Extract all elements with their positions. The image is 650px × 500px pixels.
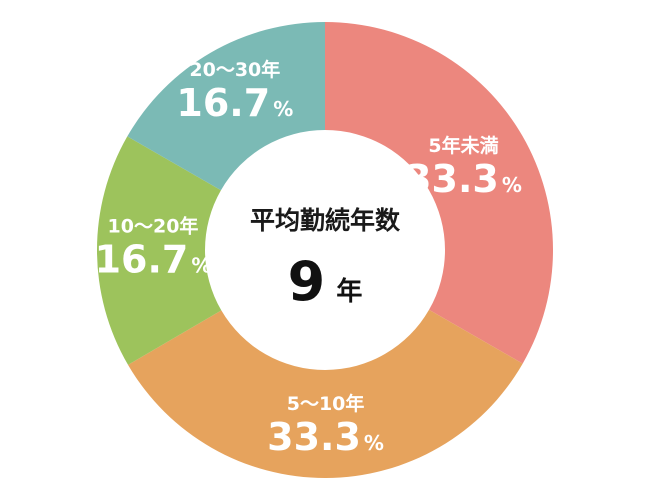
slice-2 — [128, 309, 523, 478]
slice-3-value: 16.7% — [95, 238, 212, 282]
slice-4 — [127, 22, 325, 191]
slice-1-value: 33.3% — [405, 157, 522, 201]
center-value: 9 — [288, 250, 326, 313]
center-label-group: 平均勤続年数 9 年 — [250, 206, 401, 313]
slice-3 — [97, 136, 222, 365]
slice-4-name: 20～30年 — [189, 58, 280, 81]
center-title: 平均勤続年数 — [250, 206, 401, 235]
slice-1-unit: % — [502, 173, 522, 197]
center-unit: 年 — [336, 276, 362, 307]
slice-1-percent: 33.3 — [405, 157, 499, 201]
slice-2-unit: % — [364, 431, 384, 455]
slice-2-percent: 33.3 — [267, 415, 361, 459]
slice-3-unit: % — [191, 254, 211, 278]
slice-2-value: 33.3% — [267, 415, 384, 459]
slice-1-name: 5年未満 — [428, 134, 498, 157]
slice-4-unit: % — [273, 97, 293, 121]
slice-1 — [325, 22, 553, 364]
slice-3-percent: 16.7 — [95, 238, 189, 282]
slice-4-percent: 16.7 — [176, 81, 270, 125]
slice-4-value: 16.7% — [176, 81, 293, 125]
slice-3-name: 10～20年 — [108, 215, 199, 238]
slice-2-name: 5～10年 — [287, 392, 365, 415]
center-value-group: 9 年 — [288, 250, 363, 313]
donut-slices — [97, 22, 553, 478]
